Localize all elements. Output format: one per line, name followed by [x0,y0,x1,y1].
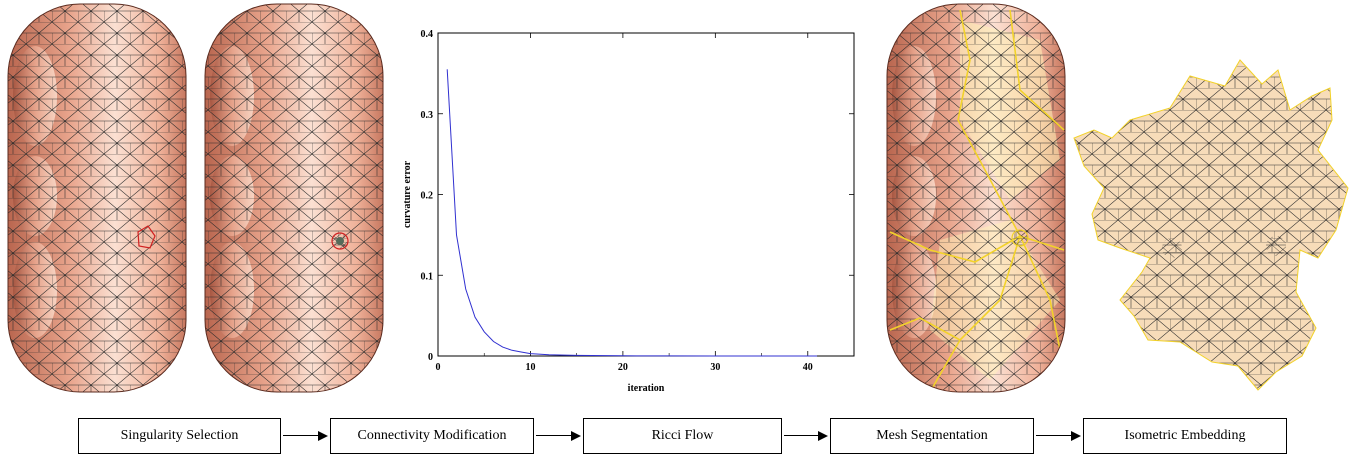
stage-label: Connectivity Modification [357,428,507,443]
x-tick-label: 20 [618,362,628,373]
arrow-icon [283,431,328,441]
x-tick-label: 30 [710,362,720,373]
stage-mesh-segmentation: Mesh Segmentation [830,418,1034,454]
y-axis-label: curvature error [402,160,413,228]
segmented-torus-mesh [886,3,1066,393]
y-tick-label: 0.4 [421,29,434,40]
x-axis-label: iteration [628,383,665,394]
series-line [446,69,817,357]
chart-frame [437,32,855,357]
torus-mesh-1 [7,3,187,393]
stage-ricci-flow: Ricci Flow [583,418,782,454]
arrow-icon [784,431,828,441]
stage-connectivity-modification: Connectivity Modification [330,418,534,454]
stage-singularity-selection: Singularity Selection [78,418,281,454]
segmented-singularity [1011,229,1029,247]
torus-mesh-2 [204,3,384,393]
stage-label: Mesh Segmentation [876,428,988,443]
x-tick-label: 10 [525,362,535,373]
arrow-icon [1036,431,1081,441]
y-tick-label: 0.2 [421,191,434,202]
curvature-error-chart: 0 10 20 30 40 0 0.1 0.2 0.3 0.4 iteration curvatu… [402,29,855,394]
stage-label: Isometric Embedding [1124,428,1246,443]
isometric-embedding-mesh [1073,59,1349,391]
y-tick-label: 0 [428,352,433,363]
x-tick-label: 40 [803,362,813,373]
stage-label: Singularity Selection [120,428,239,443]
stage-isometric-embedding: Isometric Embedding [1083,418,1287,454]
x-tick-label: 0 [436,362,441,373]
singularity-marker [137,225,156,249]
y-tick-label: 0.1 [421,271,434,282]
y-tick-label: 0.3 [421,110,434,121]
stage-label: Ricci Flow [651,428,714,443]
arrow-icon [536,431,581,441]
